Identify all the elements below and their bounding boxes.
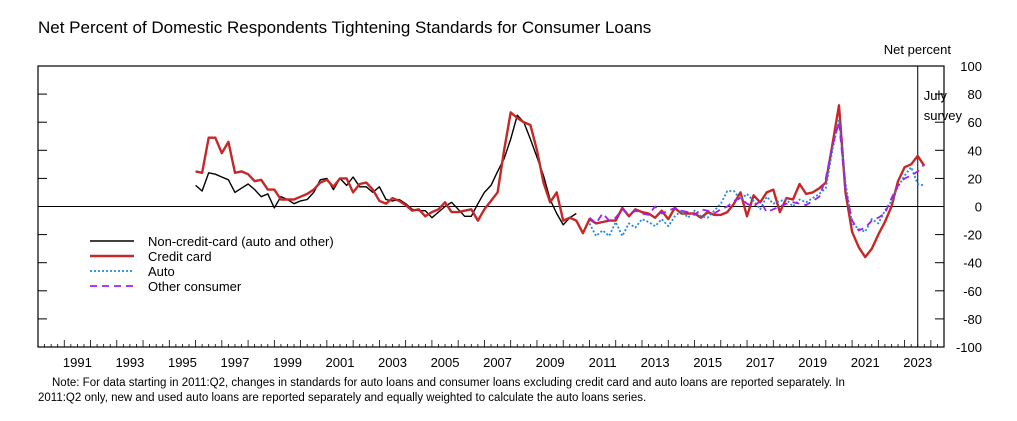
series-line-2 xyxy=(195,104,926,259)
chart-title: Net Percent of Domestic Respondents Tigh… xyxy=(38,18,652,37)
x-tick-label: 1999 xyxy=(273,355,302,370)
x-tick-label: 2001 xyxy=(326,355,355,370)
plot-area: 100 80 60 40 20 0 -20 -40 -60 -80 -100 Net percent 1… xyxy=(37,42,982,370)
series-line-3 xyxy=(588,118,925,237)
x-tick-label: 1997 xyxy=(220,355,249,370)
x-tick-label: 2011 xyxy=(589,355,617,370)
y-tick-label: -20 xyxy=(963,228,982,243)
x-tick-label: 1995 xyxy=(168,355,197,370)
x-tick-label: 2003 xyxy=(378,355,407,370)
x-tick-label: 2023 xyxy=(903,355,932,370)
y-tick-label: 60 xyxy=(968,115,982,130)
survey-annotation-text: survey xyxy=(924,108,963,123)
y-tick-label: 40 xyxy=(968,143,982,158)
x-tick-label: 1991 xyxy=(63,355,92,370)
y-tick-label: -80 xyxy=(963,312,982,327)
survey-annotation-text: July xyxy=(924,88,948,103)
x-tick-label: 1993 xyxy=(115,355,144,370)
x-tick-label: 2005 xyxy=(431,355,460,370)
x-tick-label: 2007 xyxy=(483,355,512,370)
y-tick-label: -60 xyxy=(963,284,982,299)
y-tick-label: 20 xyxy=(968,171,982,186)
x-tick-label: 2021 xyxy=(851,355,880,370)
x-tick-label: 2013 xyxy=(641,355,670,370)
legend-label-2: Credit card xyxy=(148,249,212,264)
legend-label-4: Other consumer xyxy=(148,279,242,294)
note-line-1: Note: For data starting in 2011:Q2, chan… xyxy=(52,377,845,389)
x-tick-label: 2019 xyxy=(798,355,827,370)
series-line-1 xyxy=(195,114,577,226)
y-tick-label: 80 xyxy=(968,87,982,102)
legend-label-3: Auto xyxy=(148,264,175,279)
y-tick-label: -100 xyxy=(956,340,982,355)
series-line-4 xyxy=(588,121,925,232)
y-tick-label: 0 xyxy=(975,200,982,215)
x-tick-label: 2015 xyxy=(693,355,722,370)
x-tick-label: 2009 xyxy=(536,355,565,370)
y-tick-label: -40 xyxy=(963,256,982,271)
chart-note: Note: For data starting in 2011:Q2, chan… xyxy=(38,376,988,406)
x-tick-label: 2017 xyxy=(746,355,775,370)
y-axis-label: Net percent xyxy=(884,42,952,57)
y-tick-label: 100 xyxy=(960,59,982,74)
note-line-2: 2011:Q2 only, new and used auto loans ar… xyxy=(38,392,647,404)
legend-label-1: Non-credit-card (auto and other) xyxy=(148,234,334,249)
